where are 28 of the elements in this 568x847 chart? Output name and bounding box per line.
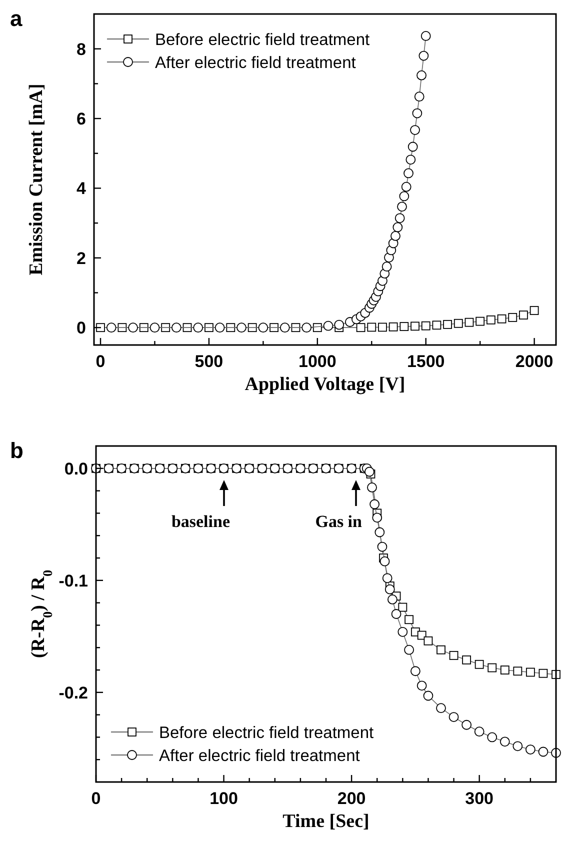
x-axis-title: Time [Sec] bbox=[282, 811, 370, 832]
y-axis-title: Emission Current [mA] bbox=[26, 84, 47, 276]
annotation: Gas in bbox=[315, 512, 363, 531]
chart-title: b bbox=[10, 438, 24, 463]
x-tick-label: 1500 bbox=[406, 352, 445, 371]
legend-label: After electric field treatment bbox=[159, 747, 360, 765]
x-axis-title: Applied Voltage [V] bbox=[244, 374, 406, 395]
y-tick-label: 0 bbox=[76, 318, 86, 338]
x-tick-label: 300 bbox=[465, 789, 494, 808]
y-tick-label: -0.1 bbox=[58, 571, 88, 590]
legend-label: Before electric field treatment bbox=[159, 724, 374, 742]
legend-label: Before electric field treatment bbox=[155, 31, 370, 49]
annotation: baseline bbox=[171, 512, 230, 531]
y-tick-label: 6 bbox=[76, 110, 86, 129]
y-tick-label: 4 bbox=[76, 179, 87, 198]
x-tick-label: 0 bbox=[96, 352, 106, 371]
x-tick-label: 100 bbox=[210, 789, 238, 808]
y-tick-label: 2 bbox=[76, 248, 86, 268]
x-tick-label: 1000 bbox=[298, 352, 336, 371]
legend-label: After electric field treatment bbox=[155, 54, 356, 72]
y-tick-label: 8 bbox=[76, 40, 86, 59]
chart-title: a bbox=[10, 6, 23, 31]
x-tick-label: 0 bbox=[91, 789, 101, 808]
x-tick-label: 500 bbox=[194, 352, 224, 371]
y-tick-label: 0.0 bbox=[64, 459, 88, 478]
x-tick-label: 2000 bbox=[515, 352, 554, 371]
y-tick-label: -0.2 bbox=[58, 683, 88, 702]
x-tick-label: 200 bbox=[337, 789, 366, 808]
